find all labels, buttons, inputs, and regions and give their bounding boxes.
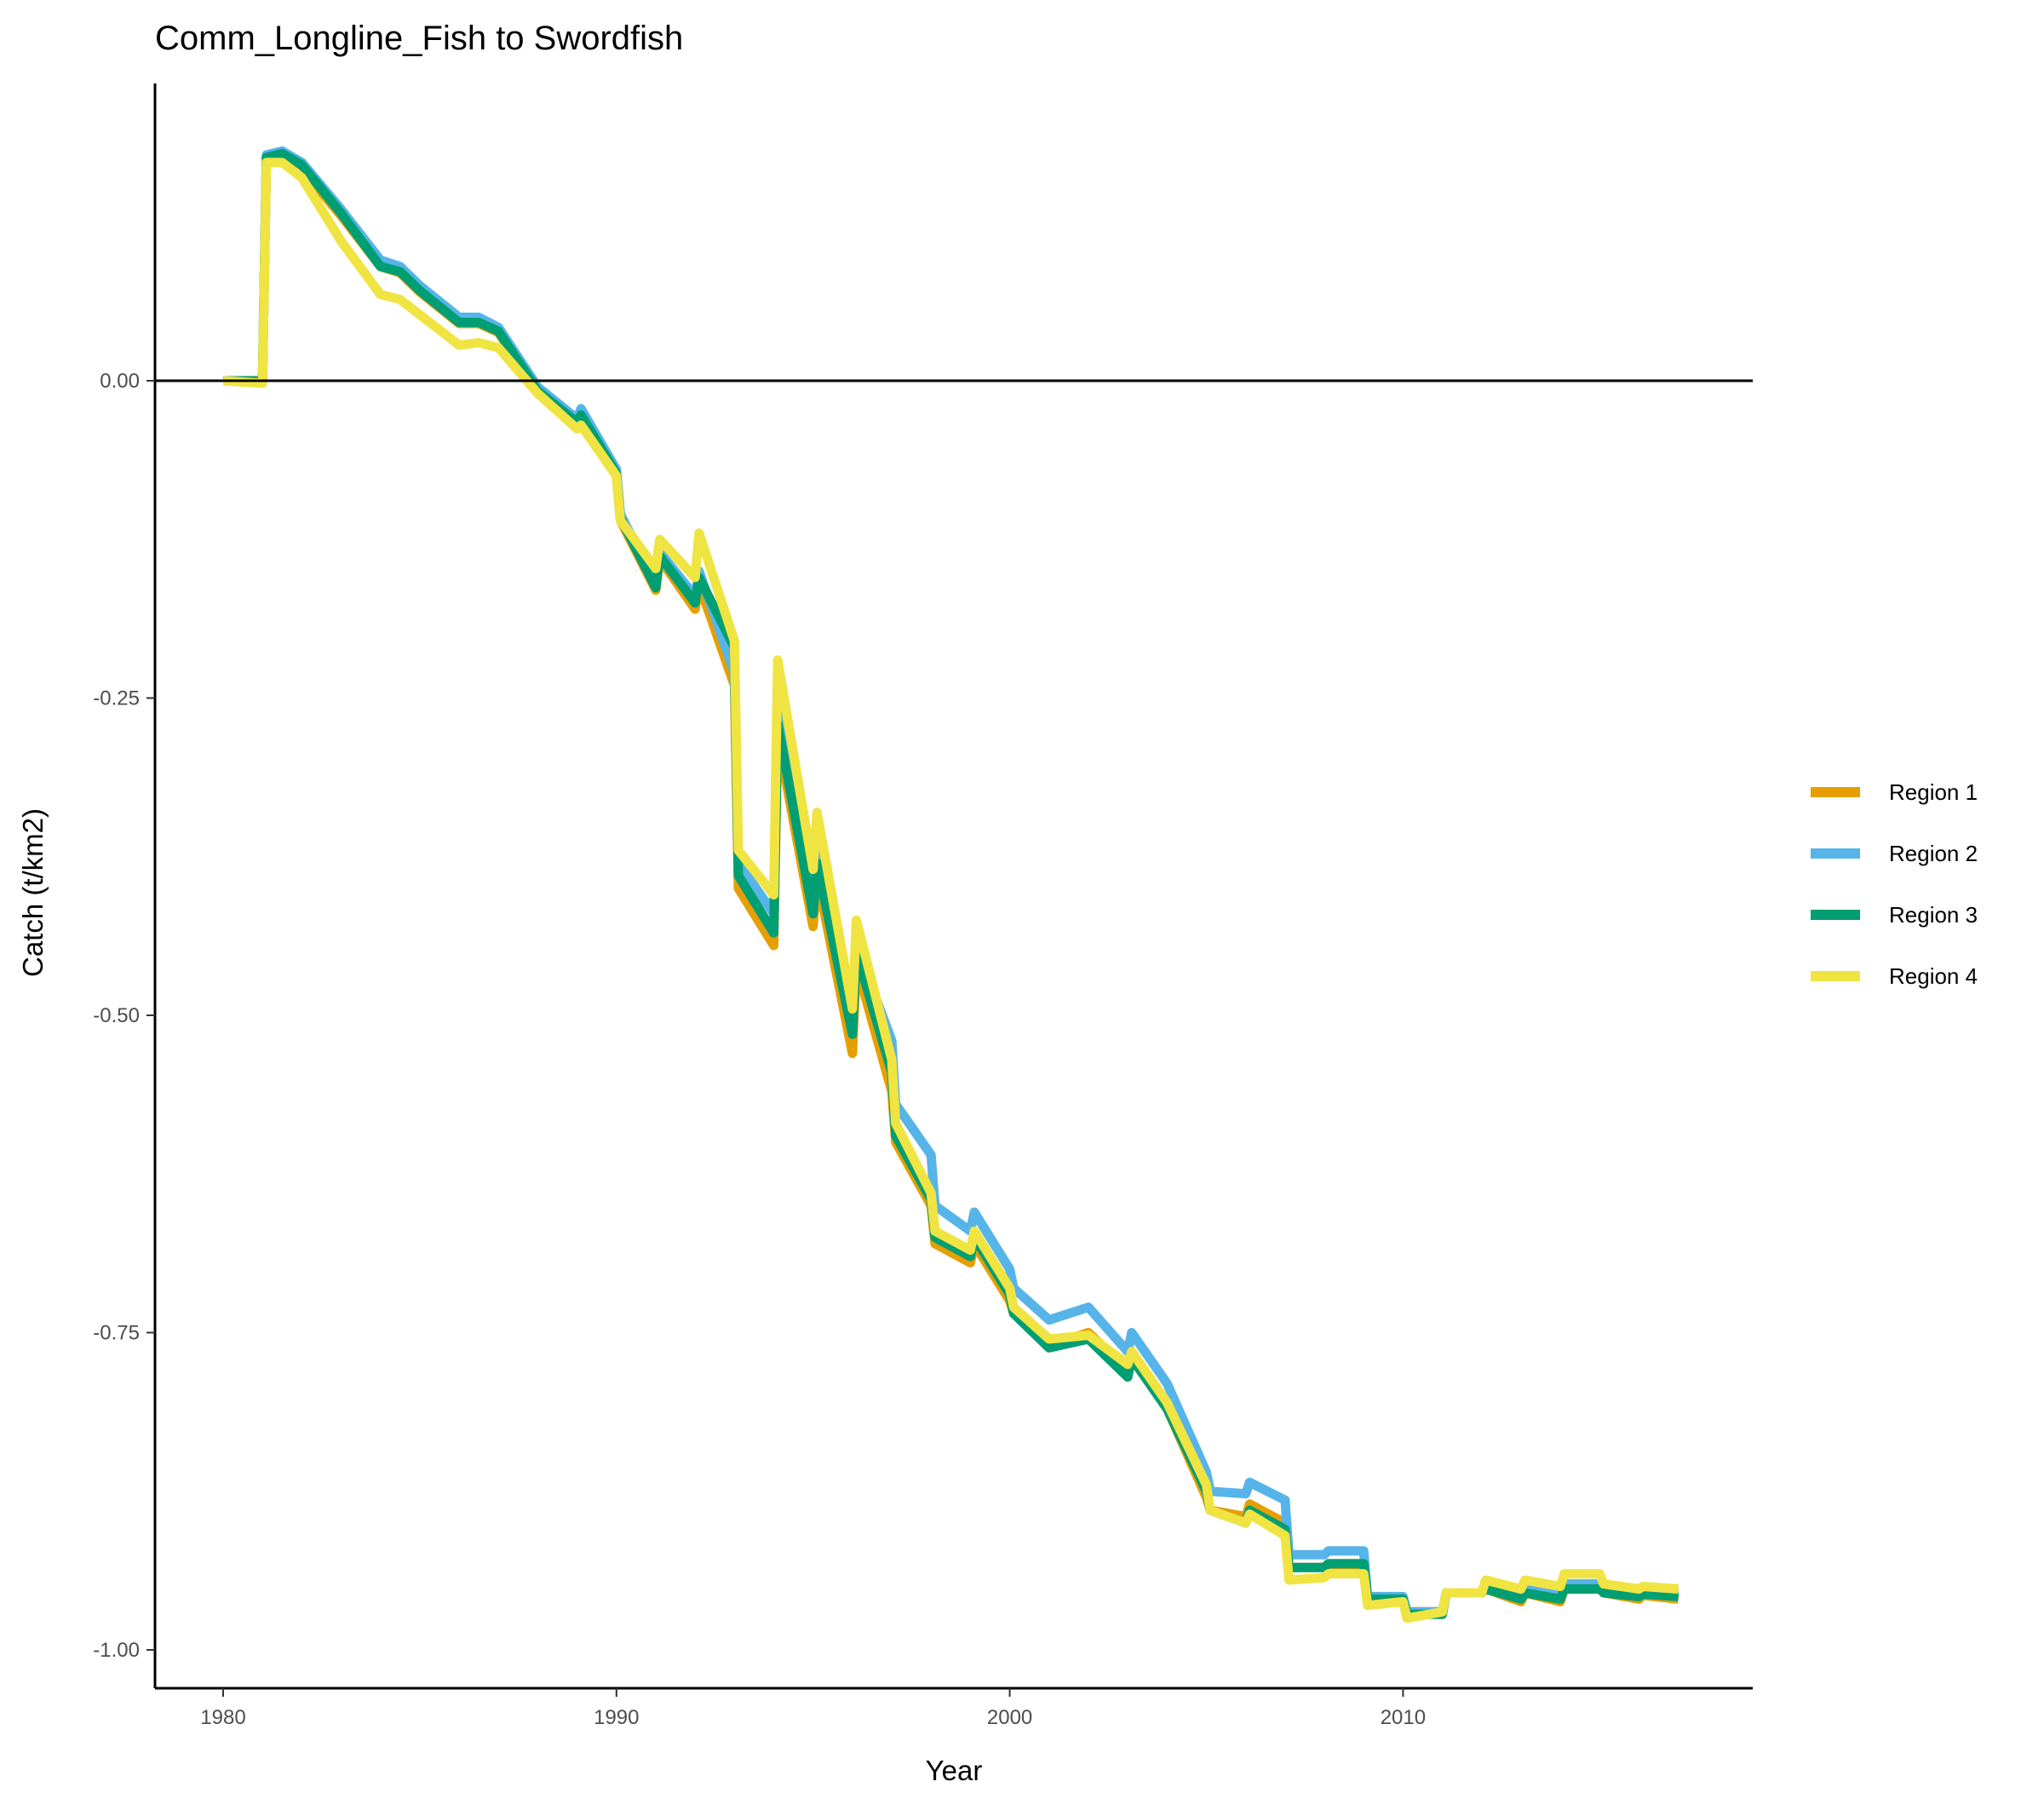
legend-label-region-4: Region 4 (1889, 963, 1978, 989)
series-line-region-3 (223, 148, 1679, 1619)
axes: 1980 1990 2000 2010 0.00 -0.25 -0.50 -0.75 -1.0… (93, 83, 1753, 1729)
x-tick-label: 1980 (200, 1706, 245, 1729)
series-line-region-2 (223, 146, 1679, 1617)
x-tick-label: 2000 (987, 1706, 1032, 1729)
series-line-region-1 (223, 150, 1679, 1617)
y-tick-label: -0.25 (93, 687, 140, 710)
y-tick-label: 0.00 (100, 370, 140, 393)
x-tick-label: 1990 (594, 1706, 639, 1729)
y-tick-label: -0.50 (93, 1004, 140, 1027)
legend-label-region-1: Region 1 (1889, 779, 1978, 805)
y-axis-ticks: 0.00 -0.25 -0.50 -0.75 -1.00 (93, 370, 155, 1662)
y-tick-label: -0.75 (93, 1322, 140, 1345)
legend-label-region-2: Region 2 (1889, 841, 1978, 866)
series-line-region-4 (222, 158, 1679, 1623)
legend: Region 1 Region 2 Region 3 Region 4 (1811, 779, 1978, 989)
x-tick-label: 2010 (1381, 1706, 1426, 1729)
chart-title: Comm_Longline_Fish to Swordfish (155, 20, 683, 57)
y-tick-label: -1.00 (93, 1639, 140, 1662)
x-axis-title: Year (926, 1755, 983, 1786)
series-layer (222, 146, 1679, 1623)
plot-area (155, 146, 1753, 1623)
legend-label-region-3: Region 3 (1889, 902, 1978, 928)
x-axis-ticks: 1980 1990 2000 2010 (200, 1688, 1426, 1729)
y-axis-title: Catch (t/km2) (17, 808, 49, 977)
